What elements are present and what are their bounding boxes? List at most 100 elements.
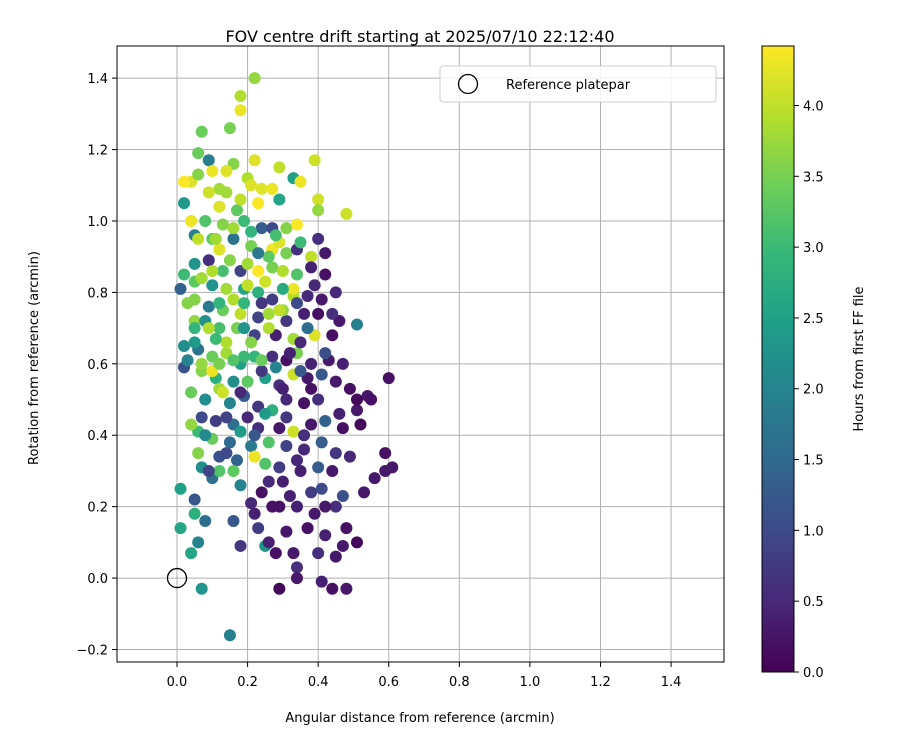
data-point bbox=[178, 339, 191, 352]
data-point bbox=[305, 486, 318, 499]
data-point bbox=[255, 486, 268, 499]
data-point bbox=[294, 175, 307, 188]
colorbar-label: Hours from first FF file bbox=[852, 286, 867, 431]
plot-frame bbox=[116, 45, 725, 663]
data-point bbox=[227, 464, 240, 477]
y-tick-label: 0.4 bbox=[87, 429, 108, 444]
data-point bbox=[305, 382, 318, 395]
data-point bbox=[230, 204, 243, 217]
data-point bbox=[276, 264, 289, 277]
data-point bbox=[312, 547, 325, 560]
data-point bbox=[252, 286, 265, 299]
data-point bbox=[213, 464, 226, 477]
data-point bbox=[298, 443, 311, 456]
data-point bbox=[174, 482, 187, 495]
data-point bbox=[308, 507, 321, 520]
data-point bbox=[227, 354, 240, 367]
data-point bbox=[290, 454, 303, 467]
y-tick-label: 1.2 bbox=[87, 144, 108, 159]
data-point bbox=[280, 314, 293, 327]
data-point bbox=[319, 347, 332, 360]
data-point bbox=[202, 254, 215, 267]
data-point bbox=[220, 447, 233, 460]
data-point bbox=[280, 525, 293, 538]
data-point bbox=[308, 154, 321, 167]
data-point bbox=[188, 322, 201, 335]
colorbar-gradient bbox=[761, 45, 795, 673]
x-tick-label: 0.4 bbox=[308, 675, 329, 690]
data-point bbox=[245, 179, 258, 192]
data-point bbox=[298, 307, 311, 320]
x-tick-label: 1.2 bbox=[590, 675, 611, 690]
data-point bbox=[312, 193, 325, 206]
data-point bbox=[266, 182, 279, 195]
data-point bbox=[209, 232, 222, 245]
data-point bbox=[185, 547, 198, 560]
data-point bbox=[273, 582, 286, 595]
y-tick-label: 0.8 bbox=[87, 286, 108, 301]
legend-marker-open-circle bbox=[457, 73, 479, 95]
colorbar-tick-label: 3.5 bbox=[803, 170, 824, 185]
data-point bbox=[294, 464, 307, 477]
data-point bbox=[273, 422, 286, 435]
data-point bbox=[354, 418, 367, 431]
data-point bbox=[216, 218, 229, 231]
data-point bbox=[259, 407, 272, 420]
data-point bbox=[188, 493, 201, 506]
x-tick-label: 1.4 bbox=[661, 675, 682, 690]
data-point bbox=[199, 214, 212, 227]
y-axis-label: Rotation from reference (arcmin) bbox=[27, 251, 42, 465]
data-point bbox=[350, 536, 363, 549]
data-point bbox=[192, 147, 205, 160]
data-point bbox=[234, 193, 247, 206]
data-point bbox=[262, 250, 275, 263]
y-tick-label: 0.0 bbox=[87, 572, 108, 587]
y-tick-label: 0.6 bbox=[87, 358, 108, 373]
data-point bbox=[188, 507, 201, 520]
data-point bbox=[223, 629, 236, 642]
data-point bbox=[252, 311, 265, 324]
y-tick-label: 1.0 bbox=[87, 215, 108, 230]
data-point bbox=[252, 522, 265, 535]
data-point bbox=[308, 279, 321, 292]
data-point bbox=[234, 479, 247, 492]
data-point bbox=[192, 232, 205, 245]
data-point bbox=[301, 289, 314, 302]
data-point bbox=[216, 386, 229, 399]
data-point bbox=[262, 536, 275, 549]
data-point bbox=[329, 550, 342, 563]
data-point bbox=[181, 297, 194, 310]
data-point bbox=[174, 522, 187, 535]
data-point bbox=[220, 411, 233, 424]
data-point bbox=[192, 536, 205, 549]
data-point bbox=[213, 297, 226, 310]
data-point bbox=[273, 461, 286, 474]
data-point bbox=[209, 414, 222, 427]
data-point bbox=[206, 279, 219, 292]
data-point bbox=[301, 322, 314, 335]
data-point bbox=[336, 357, 349, 370]
data-point bbox=[290, 218, 303, 231]
data-point bbox=[245, 439, 258, 452]
data-point bbox=[336, 422, 349, 435]
data-point bbox=[255, 182, 268, 195]
data-point bbox=[255, 297, 268, 310]
data-point bbox=[350, 318, 363, 331]
data-point bbox=[227, 232, 240, 245]
data-point bbox=[195, 357, 208, 370]
y-axis-ticks: −0.2 0.0 0.2 0.4 0.6 0.8 1.0 1.2 1.4 bbox=[76, 72, 117, 659]
colorbar-tick-label: 2.5 bbox=[803, 312, 824, 327]
data-point bbox=[202, 186, 215, 199]
x-tick-label: 1.0 bbox=[520, 675, 541, 690]
x-tick-label: 0.6 bbox=[378, 675, 399, 690]
data-point bbox=[234, 89, 247, 102]
data-point bbox=[276, 475, 289, 488]
data-point bbox=[195, 411, 208, 424]
data-point bbox=[245, 336, 258, 349]
data-point bbox=[252, 247, 265, 260]
data-point bbox=[269, 229, 282, 242]
data-point bbox=[223, 122, 236, 135]
data-point bbox=[216, 264, 229, 277]
data-point bbox=[234, 539, 247, 552]
